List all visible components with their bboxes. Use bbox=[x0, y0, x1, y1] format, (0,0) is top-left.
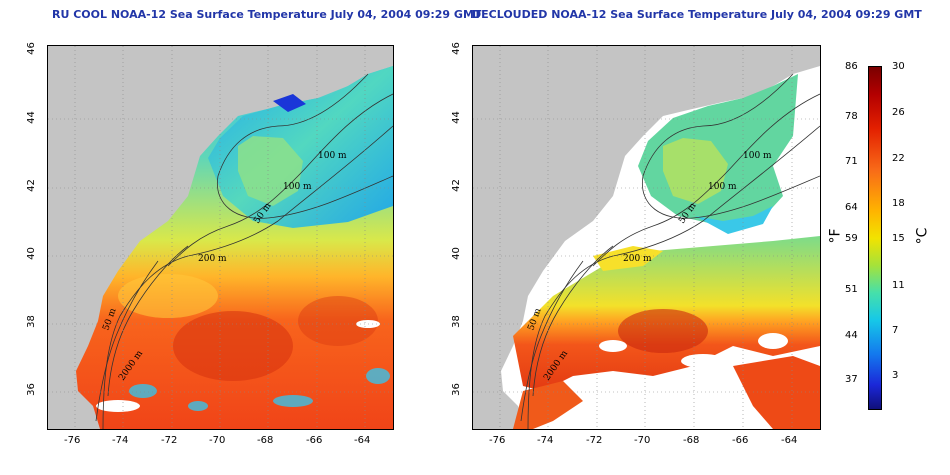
celsius-unit-label: °C bbox=[914, 227, 931, 245]
shelf-water bbox=[118, 274, 218, 318]
y-tick-left-0: 36 bbox=[25, 383, 37, 396]
x-tick-left-3: -70 bbox=[209, 435, 226, 446]
map-grid bbox=[48, 46, 393, 429]
x-tick-left-2: -72 bbox=[161, 435, 178, 446]
x-tick-left-6: -64 bbox=[354, 435, 371, 446]
retained-south bbox=[513, 381, 583, 429]
left-map-title: RU COOL NOAA-12 Sea Surface Temperature … bbox=[52, 8, 482, 21]
x-tick-right-3: -70 bbox=[634, 435, 651, 446]
warm-eddy bbox=[173, 311, 293, 381]
contour-label-200m: 200 m bbox=[198, 254, 227, 264]
georges-bank bbox=[238, 136, 303, 206]
sst-map-declouded: 100 m 100 m 50 m 200 m 50 m 2000 m bbox=[472, 45, 821, 430]
retained-yellow bbox=[593, 246, 663, 271]
colorbar-f-tick-2: 71 bbox=[845, 156, 858, 167]
y-tick-right-4: 44 bbox=[450, 111, 462, 124]
colorbar-f-tick-3: 64 bbox=[845, 202, 858, 213]
colorbar-c-tick-1: 26 bbox=[892, 107, 905, 118]
y-tick-left-2: 40 bbox=[25, 247, 37, 260]
retained-cool bbox=[695, 206, 773, 234]
y-tick-right-5: 46 bbox=[450, 42, 462, 55]
contour-label-100m-a: 100 m bbox=[318, 151, 347, 161]
right-map-title: DECLOUDED NOAA-12 Sea Surface Temperatur… bbox=[472, 8, 922, 21]
y-tick-right-3: 42 bbox=[450, 179, 462, 192]
colorbar-f-tick-6: 44 bbox=[845, 330, 858, 341]
x-tick-right-4: -68 bbox=[683, 435, 700, 446]
x-tick-right-6: -64 bbox=[781, 435, 798, 446]
sst-map-raw: 100 m 100 m 50 m 200 m 50 m 2000 m bbox=[47, 45, 394, 430]
x-tick-left-0: -76 bbox=[64, 435, 81, 446]
sst-map-raw-svg: 100 m 100 m 50 m 200 m 50 m 2000 m bbox=[48, 46, 393, 429]
colorbar-c-tick-7: 3 bbox=[892, 370, 899, 381]
colorbar-c-tick-5: 11 bbox=[892, 280, 905, 291]
contour-label-100m-b: 100 m bbox=[708, 182, 737, 192]
x-tick-right-1: -74 bbox=[537, 435, 554, 446]
x-tick-left-5: -66 bbox=[306, 435, 323, 446]
y-tick-right-2: 40 bbox=[450, 247, 462, 260]
contour-label-200m: 200 m bbox=[623, 254, 652, 264]
y-tick-left-1: 38 bbox=[25, 315, 37, 328]
colorbar-f-tick-7: 37 bbox=[845, 374, 858, 385]
y-tick-left-4: 44 bbox=[25, 111, 37, 124]
contour-label-100m-b: 100 m bbox=[283, 182, 312, 192]
cloud-holes bbox=[599, 333, 788, 410]
colorbar-f-tick-1: 78 bbox=[845, 111, 858, 122]
warm-eddy bbox=[618, 309, 708, 353]
y-tick-left-3: 42 bbox=[25, 179, 37, 192]
warm-eddy-2 bbox=[298, 296, 378, 346]
colorbar-c-tick-3: 18 bbox=[892, 198, 905, 209]
temperature-colorbar bbox=[868, 66, 882, 410]
x-tick-left-1: -74 bbox=[112, 435, 129, 446]
y-tick-left-5: 46 bbox=[25, 42, 37, 55]
colorbar-c-tick-6: 7 bbox=[892, 325, 899, 336]
cloud-speckles bbox=[129, 368, 390, 411]
x-tick-right-5: -66 bbox=[732, 435, 749, 446]
x-tick-right-2: -72 bbox=[586, 435, 603, 446]
retained-southeast bbox=[733, 356, 820, 429]
fahrenheit-unit-label: °F bbox=[827, 228, 844, 244]
colorbar-f-tick-5: 51 bbox=[845, 284, 858, 295]
colorbar-c-tick-2: 22 bbox=[892, 153, 905, 164]
y-tick-right-1: 38 bbox=[450, 315, 462, 328]
colorbar-f-tick-4: 59 bbox=[845, 233, 858, 244]
colorbar-f-tick-0: 86 bbox=[845, 61, 858, 72]
y-tick-right-0: 36 bbox=[450, 383, 462, 396]
colorbar-c-tick-0: 30 bbox=[892, 61, 905, 72]
x-tick-right-0: -76 bbox=[489, 435, 506, 446]
sst-map-declouded-svg: 100 m 100 m 50 m 200 m 50 m 2000 m bbox=[473, 46, 820, 429]
contour-label-100m-a: 100 m bbox=[743, 151, 772, 161]
x-tick-left-4: -68 bbox=[257, 435, 274, 446]
colorbar-c-tick-4: 15 bbox=[892, 233, 905, 244]
cold-spot bbox=[273, 94, 306, 112]
